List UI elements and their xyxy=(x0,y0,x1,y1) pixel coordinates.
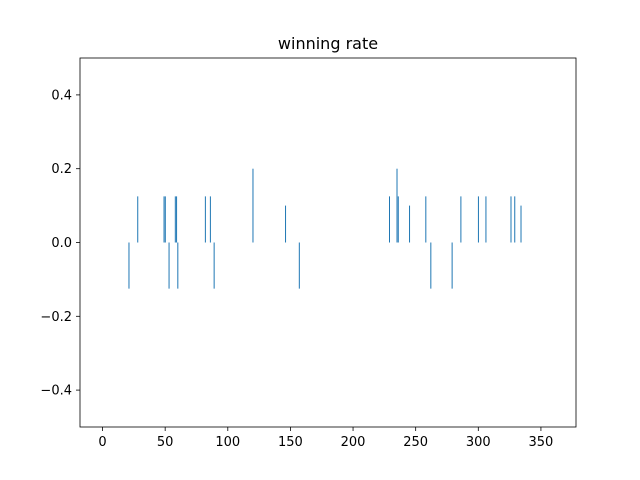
bar xyxy=(252,168,254,243)
bar xyxy=(176,196,178,243)
bar xyxy=(520,205,522,243)
bar xyxy=(425,196,427,243)
y-tick-label: 0.0 xyxy=(51,236,72,251)
y-axis: −0.4 −0.2 0.0 0.2 0.4 xyxy=(40,88,80,399)
bar xyxy=(389,196,390,243)
bar xyxy=(213,242,215,289)
bar xyxy=(451,242,453,289)
bar xyxy=(137,196,139,243)
y-tick-label: 0.4 xyxy=(51,88,72,103)
bar xyxy=(204,196,206,243)
bars-group xyxy=(128,168,522,289)
bar xyxy=(163,196,165,243)
x-tick-label: 0 xyxy=(98,435,106,450)
bar xyxy=(285,205,287,243)
y-tick-label: −0.2 xyxy=(40,310,72,325)
bar xyxy=(485,196,487,243)
chart-title: winning rate xyxy=(278,34,378,53)
bar xyxy=(409,205,411,243)
bar xyxy=(209,196,211,243)
bar xyxy=(430,242,432,289)
bar xyxy=(396,168,398,243)
bar xyxy=(460,196,462,243)
bar xyxy=(168,242,170,289)
bar xyxy=(510,196,512,243)
y-tick-label: −0.4 xyxy=(40,384,72,399)
bar xyxy=(164,196,166,243)
bar xyxy=(174,196,176,243)
x-axis: 0 50 100 150 200 250 300 350 xyxy=(98,427,553,450)
x-tick-label: 100 xyxy=(215,435,240,450)
x-tick-label: 200 xyxy=(341,435,366,450)
bar xyxy=(128,242,130,289)
x-tick-label: 350 xyxy=(529,435,554,450)
x-tick-label: 300 xyxy=(466,435,491,450)
y-tick-label: 0.2 xyxy=(51,162,72,177)
x-tick-label: 250 xyxy=(403,435,428,450)
x-tick-label: 50 xyxy=(157,435,174,450)
bar xyxy=(514,196,516,243)
bar xyxy=(177,242,179,289)
bar xyxy=(397,196,399,243)
bar xyxy=(298,242,300,289)
plot-frame xyxy=(79,57,577,428)
x-tick-label: 150 xyxy=(278,435,303,450)
bar xyxy=(477,196,479,243)
